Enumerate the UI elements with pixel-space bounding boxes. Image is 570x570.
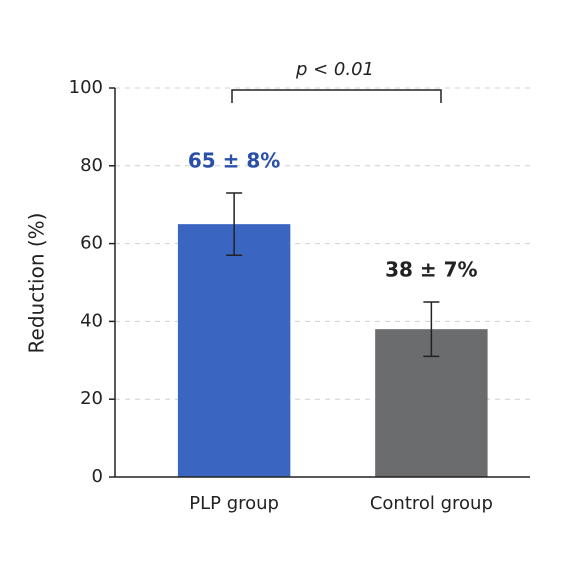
y-tick-label: 60 <box>80 233 103 254</box>
y-tick-label: 40 <box>80 310 103 331</box>
value-label: 38 ± 7% <box>385 257 477 281</box>
y-tick-label: 0 <box>92 466 103 487</box>
significance-bracket <box>231 89 442 103</box>
error-bar <box>423 301 440 358</box>
error-bar <box>226 192 243 257</box>
value-label: 65 ± 8% <box>188 149 280 173</box>
y-axis-label: Reduction (%) <box>25 213 49 354</box>
x-tick-label: Control group <box>370 493 493 514</box>
y-tick-label: 20 <box>80 388 103 409</box>
bar <box>177 224 291 477</box>
annotation: p < 0.01 <box>295 59 374 80</box>
x-tick-label: PLP group <box>189 493 279 514</box>
y-tick-label: 80 <box>80 155 103 176</box>
y-tick-label: 100 <box>69 77 103 98</box>
